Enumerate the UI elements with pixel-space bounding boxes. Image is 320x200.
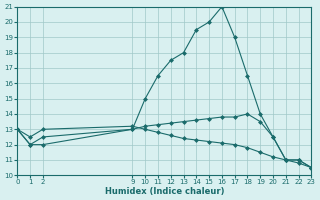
X-axis label: Humidex (Indice chaleur): Humidex (Indice chaleur) (105, 187, 224, 196)
